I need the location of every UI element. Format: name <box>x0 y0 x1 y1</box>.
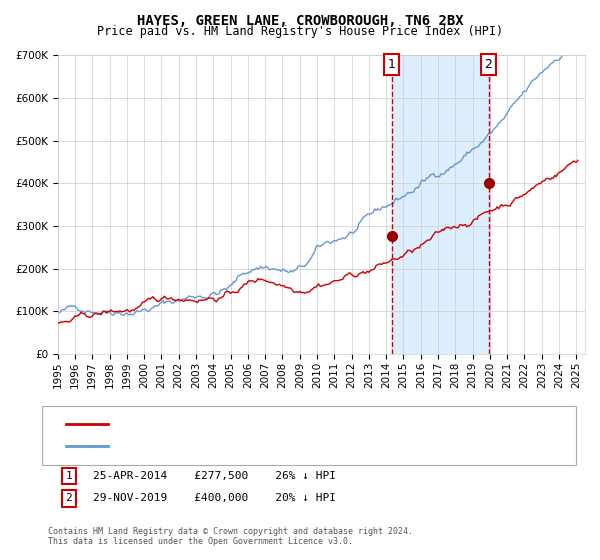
Text: 29-NOV-2019    £400,000    20% ↓ HPI: 29-NOV-2019 £400,000 20% ↓ HPI <box>93 493 336 503</box>
Text: HAYES, GREEN LANE, CROWBOROUGH, TN6 2BX (detached house): HAYES, GREEN LANE, CROWBOROUGH, TN6 2BX … <box>120 419 449 429</box>
Text: HPI: Average price, detached house, Wealden: HPI: Average price, detached house, Weal… <box>120 441 373 451</box>
Text: 2: 2 <box>485 58 493 71</box>
Text: Contains HM Land Registry data © Crown copyright and database right 2024.
This d: Contains HM Land Registry data © Crown c… <box>48 526 413 546</box>
Text: 1: 1 <box>65 471 73 481</box>
Text: Price paid vs. HM Land Registry's House Price Index (HPI): Price paid vs. HM Land Registry's House … <box>97 25 503 38</box>
Text: HAYES, GREEN LANE, CROWBOROUGH, TN6 2BX: HAYES, GREEN LANE, CROWBOROUGH, TN6 2BX <box>137 14 463 28</box>
Text: 25-APR-2014    £277,500    26% ↓ HPI: 25-APR-2014 £277,500 26% ↓ HPI <box>93 471 336 481</box>
Bar <box>392 55 488 354</box>
Text: 1: 1 <box>388 58 395 71</box>
Text: 2: 2 <box>65 493 73 503</box>
